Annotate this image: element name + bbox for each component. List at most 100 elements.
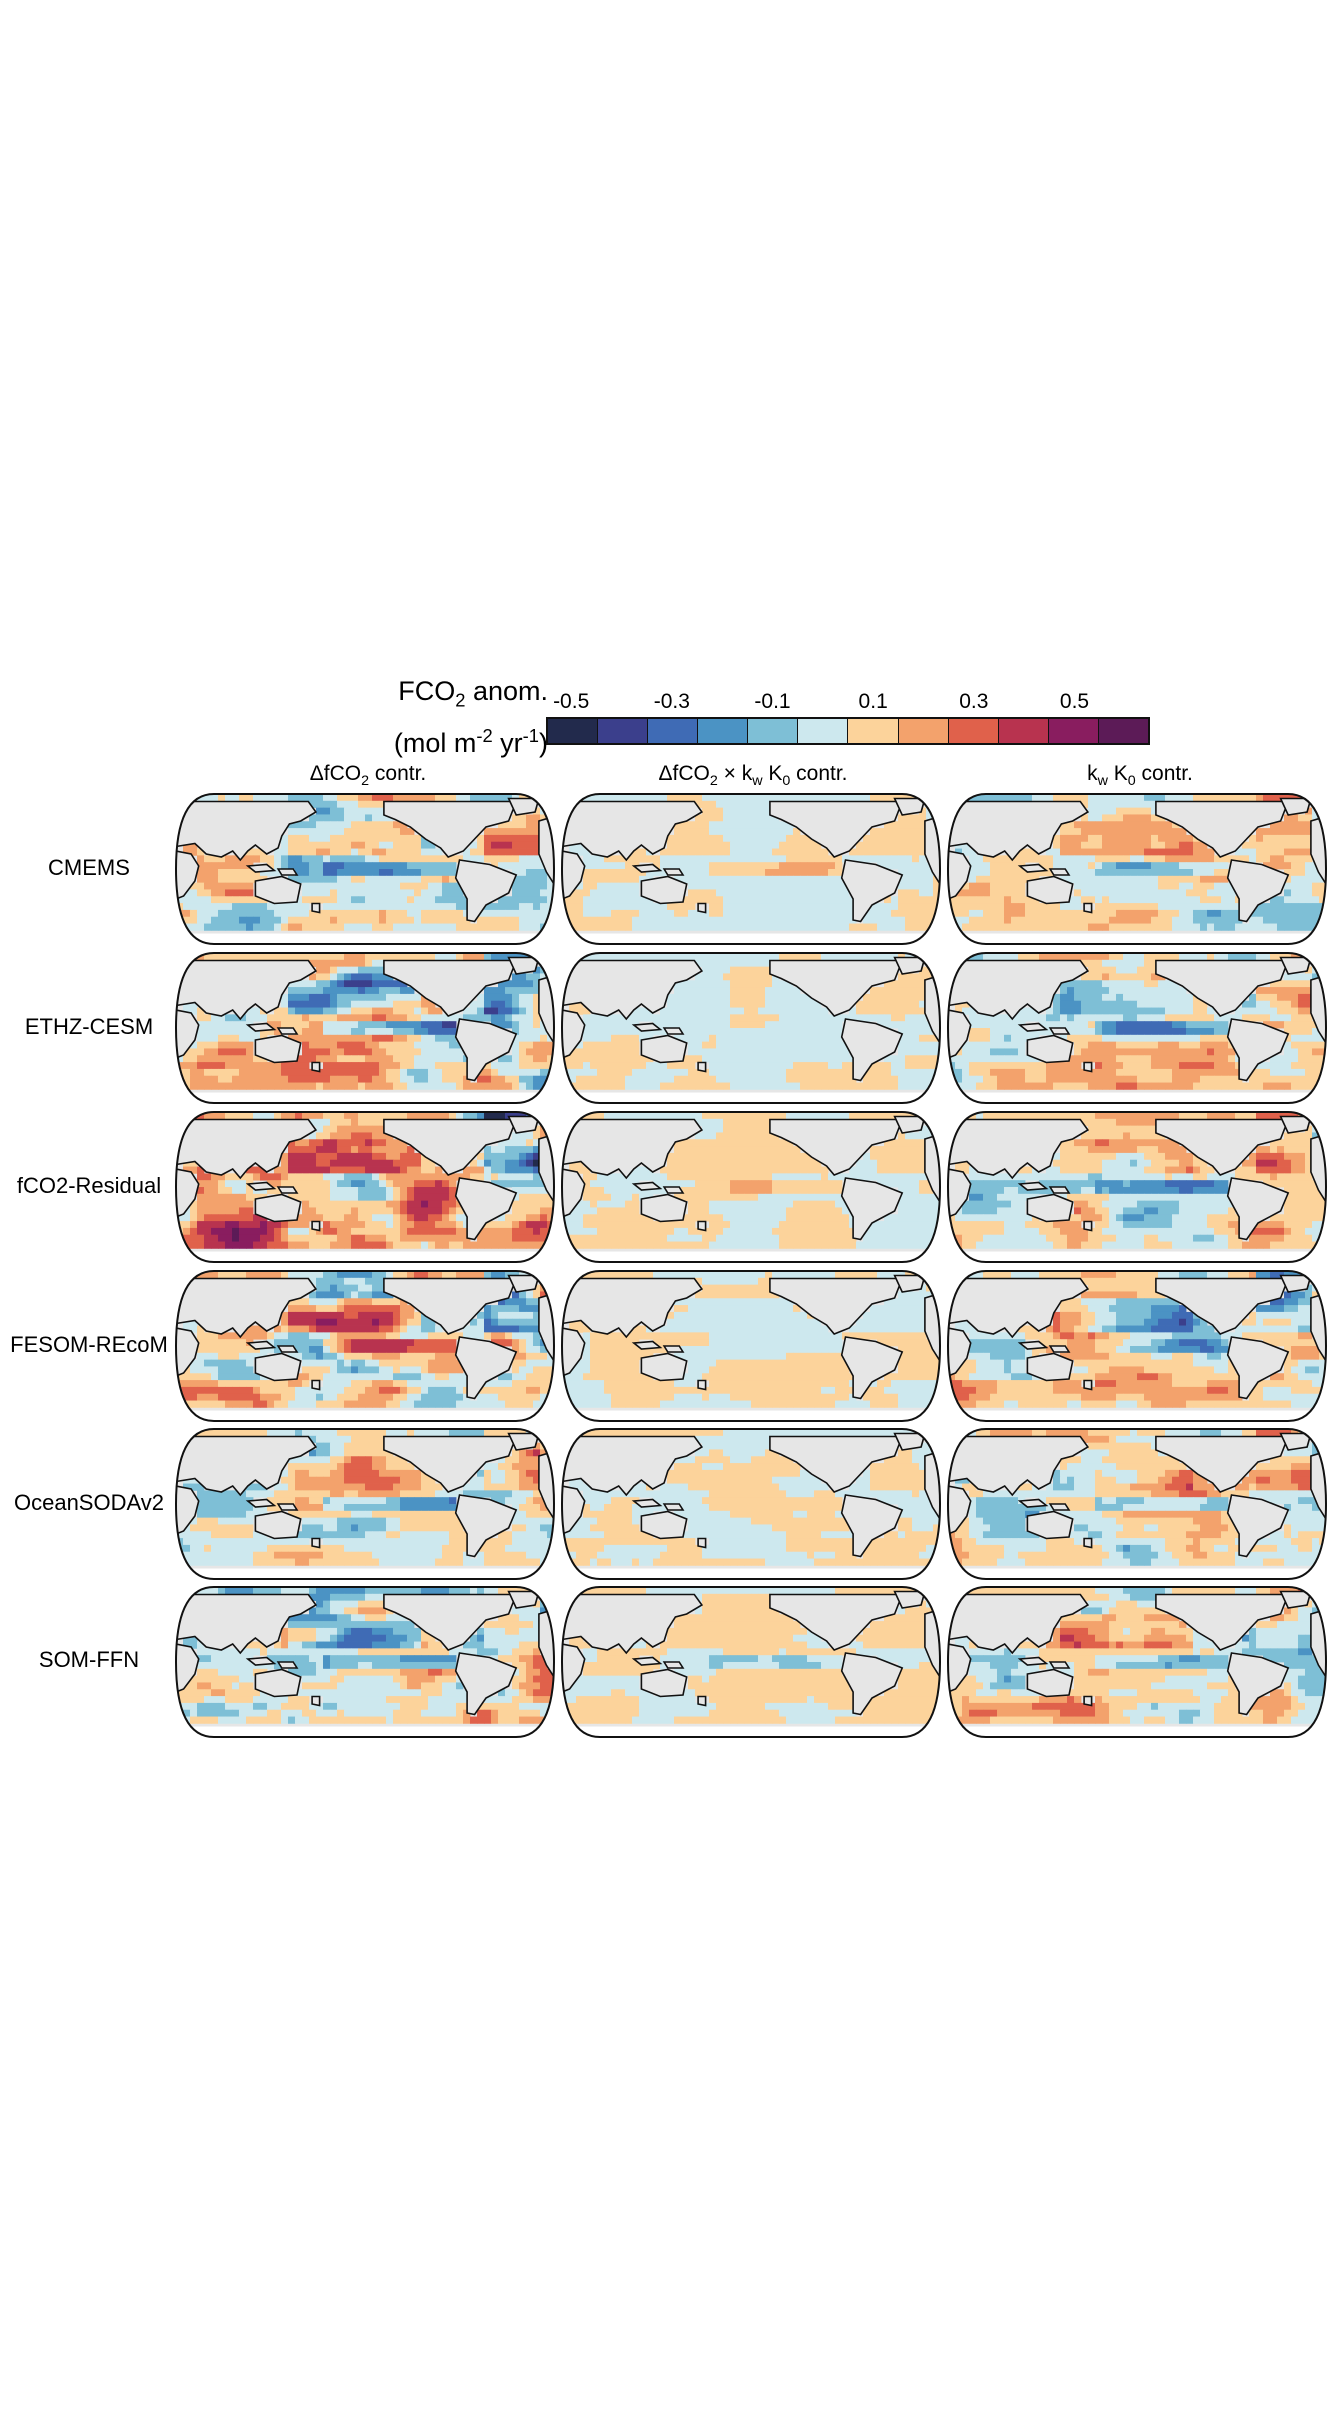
map-cell <box>1074 903 1082 911</box>
map-cell <box>604 862 612 870</box>
map-cell <box>1011 862 1019 870</box>
map-cell <box>365 821 373 829</box>
map-cell <box>1130 794 1138 802</box>
map-cell <box>877 909 885 918</box>
map-cell <box>372 923 380 931</box>
map-cell <box>1102 875 1110 884</box>
map-cell <box>302 882 310 890</box>
map-cell <box>274 1112 282 1120</box>
map-cell <box>456 923 464 931</box>
map-cell <box>330 875 338 884</box>
map-cell <box>828 875 836 884</box>
map-cell <box>1221 953 1229 961</box>
map-cell <box>674 916 682 924</box>
map-cell <box>225 1048 233 1056</box>
map-cell <box>779 882 787 890</box>
map-cell <box>365 953 373 961</box>
map-cell <box>197 1082 205 1090</box>
map-cell <box>1312 1062 1320 1070</box>
map-cell <box>421 848 429 856</box>
map-cell <box>1046 1014 1054 1022</box>
map-cell <box>428 953 436 961</box>
map-cell <box>1144 841 1152 849</box>
map-cell <box>288 1173 296 1181</box>
map-cell <box>751 1007 759 1015</box>
map-cell <box>344 1041 352 1049</box>
map-cell <box>590 909 598 918</box>
map-cell <box>1053 909 1061 918</box>
map-cell <box>1186 889 1194 897</box>
map-cell <box>1088 848 1096 856</box>
map-cell <box>744 834 752 843</box>
map-cell <box>295 916 303 924</box>
map-cell <box>723 1055 731 1063</box>
map-field <box>562 953 940 1103</box>
map-cell <box>709 959 717 968</box>
map-cell <box>919 1028 927 1036</box>
map-cell <box>295 862 303 870</box>
map-cell <box>1102 855 1110 863</box>
map-cell <box>253 848 261 856</box>
map-cell <box>316 1146 324 1154</box>
map-cell <box>246 889 254 897</box>
map-cell <box>1088 1028 1096 1036</box>
map-cell <box>379 794 387 802</box>
map-cell <box>1312 916 1320 924</box>
colorbar-swatch <box>948 719 999 743</box>
map-cell <box>688 875 696 884</box>
map-cell <box>1081 959 1089 968</box>
map-cell <box>758 841 766 849</box>
map-cell <box>323 1068 331 1077</box>
map-cell <box>386 841 394 849</box>
map-cell <box>337 916 345 924</box>
map-cell <box>1291 848 1299 856</box>
map-cell <box>1312 953 1320 961</box>
map-cell <box>1284 916 1292 924</box>
map-cell <box>639 923 647 931</box>
map-cell <box>1277 923 1285 931</box>
map-cell <box>1228 794 1236 802</box>
map-cell <box>639 1075 647 1083</box>
map-cell <box>358 987 366 995</box>
map-cell <box>505 828 513 836</box>
map-cell <box>814 841 822 849</box>
map-cell <box>583 1014 591 1022</box>
map-cell <box>218 1048 226 1056</box>
map-cell <box>1179 875 1187 884</box>
map-cell <box>1039 1082 1047 1090</box>
map-cell <box>597 875 605 884</box>
map-cell <box>393 987 401 995</box>
map-cell <box>456 1055 464 1063</box>
map-cell <box>386 875 394 884</box>
map-cell <box>253 1055 261 1063</box>
map-cell <box>211 875 219 884</box>
map-cell <box>484 1068 492 1077</box>
map-cell <box>1172 896 1180 904</box>
map-cell <box>211 909 219 918</box>
map-cell <box>274 1166 282 1174</box>
map-cell <box>358 794 366 802</box>
map-cell <box>1102 800 1110 809</box>
map-cell <box>618 953 626 961</box>
map-cell <box>723 841 731 849</box>
map-cell <box>730 855 738 863</box>
map-cell <box>590 896 598 904</box>
map-cell <box>948 953 956 961</box>
map-cell <box>653 855 661 863</box>
map-cell <box>1305 1014 1313 1022</box>
map-cell <box>1228 1068 1236 1077</box>
map-cell <box>569 909 577 918</box>
map-cell <box>884 1014 892 1022</box>
map-cell <box>526 1014 534 1022</box>
map-cell <box>933 896 940 904</box>
map-cell <box>526 1180 534 1188</box>
map-cell <box>1060 1068 1068 1077</box>
map-cell <box>351 1034 359 1043</box>
map-cell <box>484 1062 492 1070</box>
map-cell <box>1123 794 1131 802</box>
map-cell <box>225 875 233 884</box>
map-cell <box>400 1048 408 1056</box>
map-cell <box>828 953 836 961</box>
map-cell <box>1130 896 1138 904</box>
map-frame <box>946 793 1328 945</box>
